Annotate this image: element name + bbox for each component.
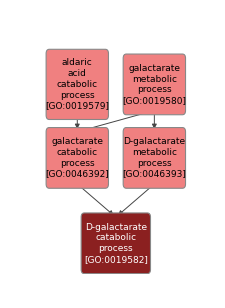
Text: aldaric
acid
catabolic
process
[GO:0019579]: aldaric acid catabolic process [GO:00195… bbox=[45, 59, 109, 110]
FancyBboxPatch shape bbox=[123, 54, 185, 115]
FancyBboxPatch shape bbox=[46, 128, 108, 188]
FancyBboxPatch shape bbox=[123, 128, 185, 188]
FancyBboxPatch shape bbox=[81, 213, 150, 274]
Text: galactarate
metabolic
process
[GO:0019580]: galactarate metabolic process [GO:001958… bbox=[122, 64, 186, 105]
Text: galactarate
catabolic
process
[GO:0046392]: galactarate catabolic process [GO:004639… bbox=[45, 137, 109, 179]
FancyBboxPatch shape bbox=[46, 49, 108, 120]
Text: D-galactarate
metabolic
process
[GO:0046393]: D-galactarate metabolic process [GO:0046… bbox=[122, 137, 185, 179]
Text: D-galactarate
catabolic
process
[GO:0019582]: D-galactarate catabolic process [GO:0019… bbox=[83, 223, 147, 264]
